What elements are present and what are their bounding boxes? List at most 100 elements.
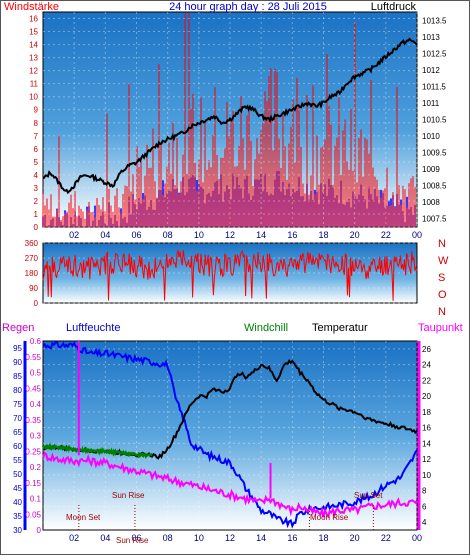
rain-y-tick: 0.1 bbox=[30, 495, 42, 504]
humidity-y-tick: 95 bbox=[13, 344, 22, 353]
wind-y-tick: 14 bbox=[29, 41, 38, 50]
sun-rise-bottom-label: Sun Rise bbox=[116, 536, 149, 545]
panel1-x-tick: 16 bbox=[287, 230, 297, 240]
wind-y-tick: 6 bbox=[34, 145, 39, 154]
panel1-x-tick: 06 bbox=[131, 230, 141, 240]
temperature-y-tick: 6 bbox=[422, 502, 427, 511]
humidity-y-tick: 45 bbox=[13, 484, 22, 493]
luftfeuchte-label: Luftfeuchte bbox=[66, 322, 120, 334]
wind-y-tick: 2 bbox=[34, 197, 39, 206]
wind-y-tick: 0 bbox=[34, 223, 39, 232]
humidity-y-tick: 70 bbox=[13, 414, 22, 423]
pressure-y-tick: 1010.5 bbox=[422, 116, 447, 125]
panel1-x-tick: 04 bbox=[100, 230, 110, 240]
rain-y-tick: 0.55 bbox=[25, 353, 41, 362]
tick-labels: 0123456789101112131415161007.510081008.5… bbox=[13, 15, 447, 543]
panel1-x-tick: 08 bbox=[163, 230, 173, 240]
temperature-y-tick: 20 bbox=[422, 392, 431, 401]
rain-y-tick: 0.4 bbox=[30, 400, 42, 409]
wind-y-tick: 3 bbox=[34, 184, 39, 193]
temperatur-label: Temperatur bbox=[312, 322, 368, 334]
pressure-y-tick: 1011 bbox=[422, 99, 440, 108]
moon-rise-label: Moon Rise bbox=[310, 513, 349, 522]
temperature-y-tick: 8 bbox=[422, 487, 427, 496]
panel3-x-tick: 08 bbox=[163, 533, 173, 543]
wind-y-tick: 9 bbox=[34, 106, 39, 115]
panel3-x-tick: 06 bbox=[131, 533, 141, 543]
pressure-y-tick: 1013 bbox=[422, 33, 440, 42]
humidity-y-tick: 90 bbox=[13, 358, 22, 367]
direction-y-tick: 90 bbox=[29, 284, 38, 293]
wind-speed-bars bbox=[42, 13, 416, 227]
temperature-y-tick: 12 bbox=[422, 455, 431, 464]
temperature-y-tick: 18 bbox=[422, 408, 431, 417]
temperature-y-tick: 24 bbox=[422, 361, 431, 370]
rain-y-tick: 0.35 bbox=[25, 416, 41, 425]
humidity-y-tick: 40 bbox=[13, 498, 22, 507]
panel3-x-tick: 10 bbox=[194, 533, 204, 543]
rain-y-tick: 0.15 bbox=[25, 479, 41, 488]
wind-direction-line bbox=[42, 248, 418, 301]
rain-y-tick: 0.45 bbox=[25, 384, 41, 393]
humidity-y-tick: 30 bbox=[13, 526, 22, 535]
panel3-x-tick: 22 bbox=[381, 533, 391, 543]
series-lines bbox=[42, 37, 418, 529]
rain-y-tick: 0.3 bbox=[30, 432, 42, 441]
windchill-label: Windchill bbox=[244, 322, 288, 334]
humidity-y-tick: 65 bbox=[13, 428, 22, 437]
wind-y-tick: 13 bbox=[29, 54, 38, 63]
temperature-y-tick: 10 bbox=[422, 471, 431, 480]
pressure-line bbox=[42, 37, 418, 195]
rain-y-tick: 0.5 bbox=[30, 369, 42, 378]
taupunkt-label: Taupunkt bbox=[418, 322, 463, 334]
panel1-x-tick: 18 bbox=[318, 230, 328, 240]
regen-label: Regen bbox=[2, 322, 34, 334]
direction-y-tick: 180 bbox=[25, 269, 39, 278]
panel1-x-tick: 10 bbox=[194, 230, 204, 240]
windstarke-label: Windstärke bbox=[4, 1, 59, 13]
humidity-y-tick: 75 bbox=[13, 400, 22, 409]
panel1-x-tick: 12 bbox=[225, 230, 235, 240]
humidity-y-tick: 80 bbox=[13, 386, 22, 395]
dewpoint-line bbox=[42, 451, 418, 519]
wind-y-tick: 5 bbox=[34, 158, 39, 167]
direction-letter-s: S bbox=[438, 272, 445, 284]
humidity-y-tick: 60 bbox=[13, 442, 22, 451]
rain-y-tick: 0.25 bbox=[25, 447, 41, 456]
pressure-y-tick: 1012.5 bbox=[422, 49, 447, 58]
wind-y-tick: 12 bbox=[29, 67, 38, 76]
humidity-line bbox=[42, 340, 418, 529]
pressure-y-tick: 1008.5 bbox=[422, 182, 447, 191]
direction-letter-n-bottom: N bbox=[438, 306, 446, 318]
wind-y-tick: 4 bbox=[34, 171, 39, 180]
panel3-x-tick: 18 bbox=[318, 533, 328, 543]
pressure-y-tick: 1008 bbox=[422, 198, 440, 207]
panel1-x-tick: 20 bbox=[350, 230, 360, 240]
pressure-y-tick: 1011.5 bbox=[422, 82, 446, 91]
pressure-y-tick: 1009 bbox=[422, 165, 440, 174]
pressure-y-tick: 1010 bbox=[422, 132, 440, 141]
windchill-line bbox=[42, 442, 153, 460]
humidity-y-tick: 35 bbox=[13, 512, 22, 521]
direction-y-tick: 270 bbox=[25, 254, 39, 263]
panel3-x-tick: 14 bbox=[256, 533, 266, 543]
humidity-y-tick: 50 bbox=[13, 470, 22, 479]
direction-y-tick: 0 bbox=[34, 299, 39, 308]
direction-letter-o: O bbox=[438, 289, 447, 301]
temperature-y-tick: 16 bbox=[422, 424, 431, 433]
wind-y-tick: 11 bbox=[30, 80, 39, 89]
temperature-y-tick: 22 bbox=[422, 376, 431, 385]
sun-set-label: Sun Set bbox=[354, 491, 383, 500]
pressure-y-tick: 1007.5 bbox=[422, 215, 447, 224]
panel3-x-tick: 12 bbox=[225, 533, 235, 543]
wind-y-tick: 7 bbox=[34, 132, 39, 141]
panel3-x-tick: 00 bbox=[412, 533, 422, 543]
wind-y-tick: 15 bbox=[29, 28, 38, 37]
rain-y-tick: 0.2 bbox=[30, 463, 42, 472]
wind-y-tick: 10 bbox=[29, 93, 38, 102]
sun-rise-label: Sun Rise bbox=[112, 491, 145, 500]
panel1-x-tick: 22 bbox=[381, 230, 391, 240]
panel3-x-tick: 04 bbox=[100, 533, 110, 543]
